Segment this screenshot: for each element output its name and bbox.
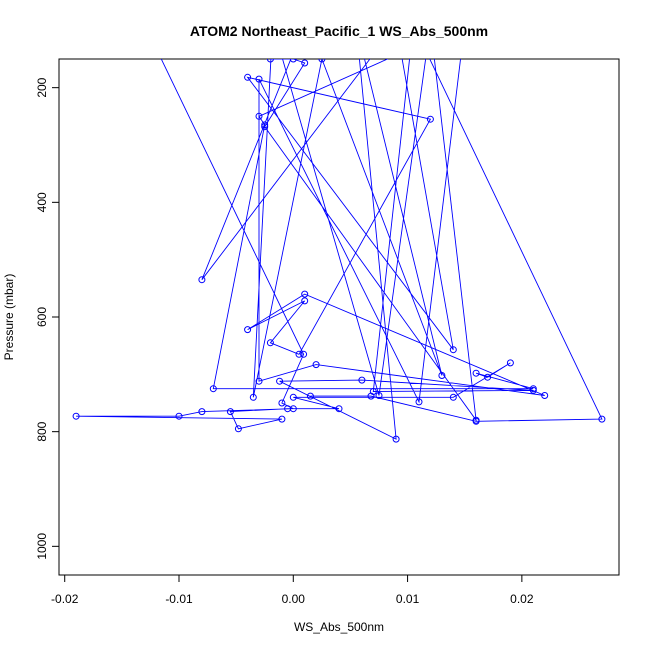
data-point xyxy=(209,385,217,393)
data-point xyxy=(289,393,297,401)
y-tick-label: 600 xyxy=(35,307,49,327)
data-point xyxy=(301,59,309,67)
y-axis: 200 400 600 800 1000 xyxy=(35,77,60,560)
data-point xyxy=(244,73,252,81)
data-point xyxy=(598,415,606,423)
data-point xyxy=(529,386,537,394)
data-point xyxy=(415,398,423,406)
x-tick-label: -0.02 xyxy=(51,592,79,606)
data-point xyxy=(301,297,309,305)
data-point xyxy=(318,59,326,63)
data-point xyxy=(278,399,286,407)
data-point xyxy=(198,408,206,416)
y-tick-label: 800 xyxy=(35,421,49,441)
y-tick-label: 400 xyxy=(35,192,49,212)
data-point xyxy=(266,339,274,347)
data-point xyxy=(255,112,263,120)
data-point xyxy=(506,359,514,367)
data-point xyxy=(255,75,263,83)
data-point xyxy=(276,377,284,385)
x-axis: -0.02 -0.01 0.00 0.01 0.02 xyxy=(51,574,534,606)
data-point xyxy=(484,373,492,381)
data-point xyxy=(249,393,257,401)
data-point xyxy=(375,392,383,399)
data-point xyxy=(472,369,480,377)
data-point xyxy=(301,290,309,298)
data-point xyxy=(198,276,206,284)
data-point xyxy=(449,346,457,354)
data-point xyxy=(306,392,314,400)
series-group xyxy=(72,59,606,443)
data-point xyxy=(312,361,320,369)
y-tick-label: 200 xyxy=(35,77,49,97)
data-point xyxy=(300,350,308,358)
data-point xyxy=(289,59,297,63)
x-axis-title: WS_Abs_500nm xyxy=(294,620,384,634)
chart-title: ATOM2 Northeast_Pacific_1 WS_Abs_500nm xyxy=(190,23,488,39)
y-tick-label: 1000 xyxy=(35,533,49,560)
data-point xyxy=(278,415,286,423)
data-point xyxy=(266,59,274,63)
data-point xyxy=(261,123,269,131)
data-point xyxy=(367,392,375,400)
data-point xyxy=(426,115,434,123)
x-tick-label: 0.01 xyxy=(396,592,420,606)
data-point xyxy=(358,376,366,384)
data-point xyxy=(295,350,303,358)
data-point xyxy=(234,425,242,433)
x-tick-label: 0.02 xyxy=(510,592,534,606)
data-point xyxy=(72,412,80,420)
data-point xyxy=(335,405,343,413)
data-point xyxy=(472,417,480,425)
data-point xyxy=(449,393,457,401)
data-point xyxy=(284,405,292,413)
data-point xyxy=(255,377,263,385)
data-point xyxy=(438,372,446,379)
data-point xyxy=(541,392,549,399)
data-point xyxy=(244,326,252,334)
x-tick-label: -0.01 xyxy=(165,592,193,606)
x-tick-label: 0.00 xyxy=(282,592,306,606)
data-point xyxy=(226,408,234,416)
series-line xyxy=(76,59,603,440)
data-point xyxy=(175,412,183,420)
data-point xyxy=(392,435,400,443)
series-layer xyxy=(72,59,606,443)
plot-frame xyxy=(58,58,620,576)
y-axis-title: Pressure (mbar) xyxy=(2,274,16,361)
